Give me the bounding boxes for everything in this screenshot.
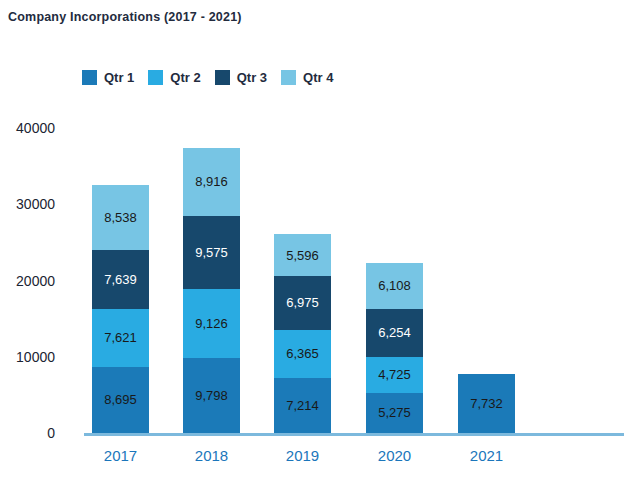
bar-value-label: 5,596	[286, 248, 319, 263]
bar-value-label: 9,575	[195, 245, 228, 260]
bar-segment-2019-qtr-2: 6,365	[274, 330, 331, 379]
legend-item-qtr-4: Qtr 4	[281, 70, 333, 85]
legend-swatch-icon	[281, 70, 296, 85]
bar-value-label: 7,621	[104, 330, 137, 345]
x-axis-label-2018: 2018	[177, 447, 247, 464]
bar-segment-2021-qtr-1: 7,732	[458, 374, 515, 433]
legend-swatch-icon	[215, 70, 230, 85]
x-axis-line	[84, 433, 624, 436]
bar-segment-2020-qtr-2: 4,725	[366, 357, 423, 393]
chart-container: Company Incorporations (2017 - 2021) Qtr…	[0, 0, 631, 485]
x-axis-label-2020: 2020	[360, 447, 430, 464]
bar-segment-2017-qtr-2: 7,621	[92, 309, 149, 367]
bar-value-label: 8,916	[195, 174, 228, 189]
bar-segment-2018-qtr-1: 9,798	[183, 358, 240, 433]
bar-segment-2017-qtr-1: 8,695	[92, 367, 149, 433]
bar-value-label: 7,639	[104, 272, 137, 287]
bar-value-label: 7,732	[470, 396, 503, 411]
legend-swatch-icon	[148, 70, 163, 85]
chart-title: Company Incorporations (2017 - 2021)	[8, 10, 242, 24]
legend: Qtr 1 Qtr 2 Qtr 3 Qtr 4	[82, 70, 333, 85]
bar-value-label: 8,538	[104, 210, 137, 225]
legend-label: Qtr 4	[303, 70, 333, 85]
x-axis-label-2021: 2021	[452, 447, 522, 464]
bar-value-label: 9,126	[195, 316, 228, 331]
bar-segment-2019-qtr-1: 7,214	[274, 378, 331, 433]
y-axis-tick-label: 10000	[0, 348, 55, 366]
x-axis-label-2017: 2017	[86, 447, 156, 464]
bar-segment-2020-qtr-1: 5,275	[366, 393, 423, 433]
bar-value-label: 6,975	[286, 295, 319, 310]
bar-segment-2019-qtr-3: 6,975	[274, 276, 331, 329]
legend-label: Qtr 2	[170, 70, 200, 85]
legend-item-qtr-3: Qtr 3	[215, 70, 267, 85]
bar-value-label: 6,108	[378, 278, 411, 293]
bar-segment-2020-qtr-3: 6,254	[366, 309, 423, 357]
bar-segment-2017-qtr-4: 8,538	[92, 185, 149, 250]
legend-item-qtr-1: Qtr 1	[82, 70, 134, 85]
bar-value-label: 6,254	[378, 325, 411, 340]
bar-segment-2019-qtr-4: 5,596	[274, 234, 331, 277]
bar-value-label: 7,214	[286, 398, 319, 413]
y-axis-tick-label: 40000	[0, 119, 55, 137]
bar-segment-2018-qtr-4: 8,916	[183, 148, 240, 216]
bar-value-label: 8,695	[104, 392, 137, 407]
legend-item-qtr-2: Qtr 2	[148, 70, 200, 85]
bar-value-label: 9,798	[195, 388, 228, 403]
bar-value-label: 5,275	[378, 405, 411, 420]
legend-swatch-icon	[82, 70, 97, 85]
bar-segment-2020-qtr-4: 6,108	[366, 263, 423, 310]
bar-value-label: 6,365	[286, 346, 319, 361]
bar-value-label: 4,725	[378, 367, 411, 382]
y-axis-tick-label: 20000	[0, 272, 55, 290]
bar-segment-2018-qtr-2: 9,126	[183, 289, 240, 359]
x-axis-label-2019: 2019	[268, 447, 338, 464]
y-axis-tick-label: 30000	[0, 195, 55, 213]
legend-label: Qtr 3	[237, 70, 267, 85]
legend-label: Qtr 1	[104, 70, 134, 85]
bar-segment-2018-qtr-3: 9,575	[183, 216, 240, 289]
y-axis-tick-label: 0	[0, 424, 55, 442]
bar-segment-2017-qtr-3: 7,639	[92, 250, 149, 308]
